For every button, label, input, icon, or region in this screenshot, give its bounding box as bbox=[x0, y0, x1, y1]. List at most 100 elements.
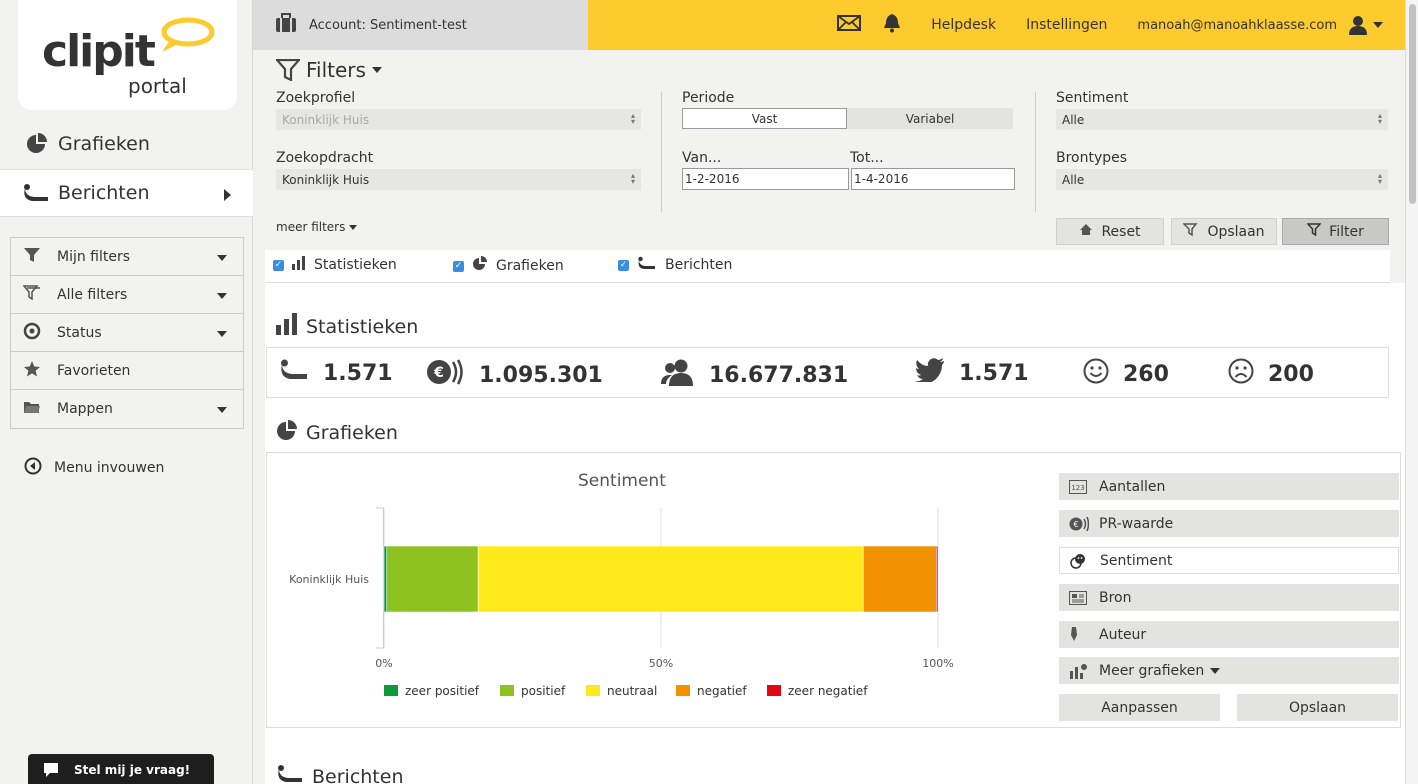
account-label: Account: Sentiment-test bbox=[309, 17, 467, 33]
sentiment-label: Sentiment bbox=[1056, 90, 1129, 106]
bar-segment-zeer-negatief bbox=[936, 545, 939, 613]
sentiment-icon bbox=[1070, 553, 1100, 569]
chart-opslaan-button[interactable]: Opslaan bbox=[1237, 694, 1398, 721]
filter-label: Filter bbox=[1329, 223, 1364, 240]
section-title-text: Statistieken bbox=[306, 315, 419, 338]
filters-title: Filters bbox=[306, 58, 366, 82]
bar-chart-icon bbox=[292, 256, 306, 274]
bar-segment-neutraal bbox=[477, 545, 864, 613]
filters-toggle[interactable]: Filters bbox=[276, 58, 382, 82]
brontypes-select[interactable]: Alle ▴ ▾ bbox=[1056, 169, 1388, 190]
nav-grafieken-label: Grafieken bbox=[58, 133, 150, 155]
reset-button[interactable]: Reset bbox=[1056, 218, 1164, 245]
brontypes-value: Alle bbox=[1062, 172, 1085, 187]
target-icon bbox=[23, 322, 57, 344]
euro-reach-icon: € bbox=[425, 358, 465, 392]
y-category-label: Koninklijk Huis bbox=[289, 573, 369, 586]
zoekopdracht-label: Zoekopdracht bbox=[276, 150, 374, 166]
toggle-berichten[interactable]: ✓ Berichten bbox=[618, 256, 732, 274]
filters-icon bbox=[22, 284, 57, 305]
numbers-icon: 123 bbox=[1069, 479, 1099, 494]
legend-label: zeer positief bbox=[405, 684, 480, 698]
bar-segment-zeer-positief bbox=[383, 545, 388, 613]
scrollbar-thumb[interactable] bbox=[1409, 4, 1416, 204]
topbar: Account: Sentiment-test Helpdesk Instell… bbox=[253, 0, 1405, 50]
legend-swatch bbox=[384, 685, 398, 696]
sidebar-item-mijn-filters[interactable]: Mijn filters bbox=[11, 238, 243, 276]
caret-down-icon bbox=[217, 407, 227, 413]
mail-icon[interactable] bbox=[837, 15, 862, 35]
periode-vast-button[interactable]: Vast bbox=[682, 108, 847, 129]
smiley-sad-icon bbox=[1228, 358, 1254, 390]
logo[interactable]: clipit portal bbox=[18, 0, 237, 110]
chat-icon bbox=[28, 762, 74, 778]
section-berichten-title: Berichten bbox=[276, 763, 403, 784]
settings-link[interactable]: Instellingen bbox=[1026, 17, 1108, 33]
legend-swatch bbox=[676, 685, 690, 696]
sidebar-item-alle-filters[interactable]: Alle filters bbox=[11, 276, 243, 314]
divider bbox=[1035, 92, 1036, 212]
logo-subtext: portal bbox=[128, 74, 187, 98]
legend-label: neutraal bbox=[607, 684, 657, 698]
chart-meer-grafieken-button[interactable]: Meer grafieken bbox=[1059, 657, 1399, 684]
zoekprofiel-select[interactable]: Koninklijk Huis ▴ ▾ bbox=[276, 109, 641, 130]
stat-twitter: 1.571 bbox=[915, 358, 1029, 388]
briefcase-icon bbox=[275, 13, 297, 37]
periode-label: Periode bbox=[682, 90, 735, 106]
filter-button[interactable]: Filter bbox=[1282, 218, 1389, 245]
stat-value: 1.571 bbox=[323, 360, 393, 386]
tot-date-input[interactable]: 1-4-2016 bbox=[851, 168, 1015, 190]
chart-auteur-button[interactable]: Auteur bbox=[1059, 621, 1399, 648]
toggle-statistieken[interactable]: ✓ Statistieken bbox=[273, 256, 397, 274]
helpdesk-link[interactable]: Helpdesk bbox=[931, 17, 997, 33]
user-email[interactable]: manoah@manoahklaasse.com bbox=[1137, 17, 1337, 33]
x-tick-label: 50% bbox=[649, 657, 673, 670]
stats-bar: 1.571 € 1.095.301 16.677.831 1.571 260 2… bbox=[266, 347, 1389, 398]
stat-positief: 260 bbox=[1083, 358, 1169, 390]
sidebar-item-label: Mijn filters bbox=[57, 248, 131, 265]
select-arrows-icon: ▴ ▾ bbox=[1377, 111, 1382, 126]
meer-filters-toggle[interactable]: meer filters bbox=[276, 220, 358, 234]
sidebar-item-mappen[interactable]: Mappen bbox=[11, 390, 243, 428]
chart-button-label: Auteur bbox=[1099, 626, 1147, 643]
zoekprofiel-label: Zoekprofiel bbox=[276, 90, 356, 106]
checkbox-checked[interactable]: ✓ bbox=[273, 259, 284, 271]
legend-swatch bbox=[767, 685, 781, 696]
nav-berichten[interactable]: Berichten bbox=[0, 169, 253, 217]
toggle-grafieken[interactable]: ✓ Grafieken bbox=[453, 256, 564, 276]
chart-aantallen-button[interactable]: 123 Aantallen bbox=[1059, 473, 1399, 500]
menu-collapse-button[interactable]: Menu invouwen bbox=[24, 457, 164, 479]
stat-berichten: 1.571 bbox=[279, 358, 393, 388]
account-selector[interactable]: Account: Sentiment-test bbox=[253, 0, 588, 50]
stat-value: 16.677.831 bbox=[709, 362, 849, 388]
legend-label: negatief bbox=[697, 684, 747, 698]
logo-bubble-icon bbox=[161, 17, 215, 52]
chat-label: Stel mij je vraag! bbox=[74, 763, 191, 777]
speech-bubble-icon bbox=[637, 256, 657, 274]
chat-widget-button[interactable]: Stel mij je vraag! bbox=[28, 754, 214, 784]
chart-bron-button[interactable]: Bron bbox=[1059, 584, 1399, 611]
bar-chart-icon bbox=[276, 313, 298, 340]
sidebar-item-label: Status bbox=[57, 324, 102, 341]
bell-icon[interactable] bbox=[883, 13, 901, 37]
nav-grafieken[interactable]: Grafieken bbox=[0, 120, 253, 168]
checkbox-checked[interactable]: ✓ bbox=[453, 260, 464, 272]
sidebar-item-status[interactable]: Status bbox=[11, 314, 243, 352]
zoekopdracht-select[interactable]: Koninklijk Huis ▴ ▾ bbox=[276, 169, 641, 190]
caret-down-icon bbox=[349, 224, 358, 230]
sidebar-item-favorieten[interactable]: Favorieten bbox=[11, 352, 243, 390]
save-filter-button[interactable]: Opslaan bbox=[1171, 218, 1277, 245]
user-menu[interactable] bbox=[1349, 15, 1383, 35]
svg-text:€: € bbox=[433, 365, 444, 381]
periode-variabel-button[interactable]: Variabel bbox=[847, 108, 1013, 129]
chart-aanpassen-button[interactable]: Aanpassen bbox=[1059, 694, 1220, 721]
chart-pr-waarde-button[interactable]: € PR-waarde bbox=[1059, 510, 1399, 537]
checkbox-checked[interactable]: ✓ bbox=[618, 259, 629, 271]
sidebar-item-label: Favorieten bbox=[57, 362, 131, 379]
stat-bereik: 16.677.831 bbox=[661, 358, 848, 392]
sentiment-select[interactable]: Alle ▴ ▾ bbox=[1056, 109, 1388, 130]
chart-sentiment-button[interactable]: Sentiment bbox=[1059, 547, 1399, 574]
scrollbar[interactable] bbox=[1405, 0, 1418, 784]
legend-swatch bbox=[500, 685, 514, 696]
van-date-input[interactable]: 1-2-2016 bbox=[682, 168, 849, 190]
